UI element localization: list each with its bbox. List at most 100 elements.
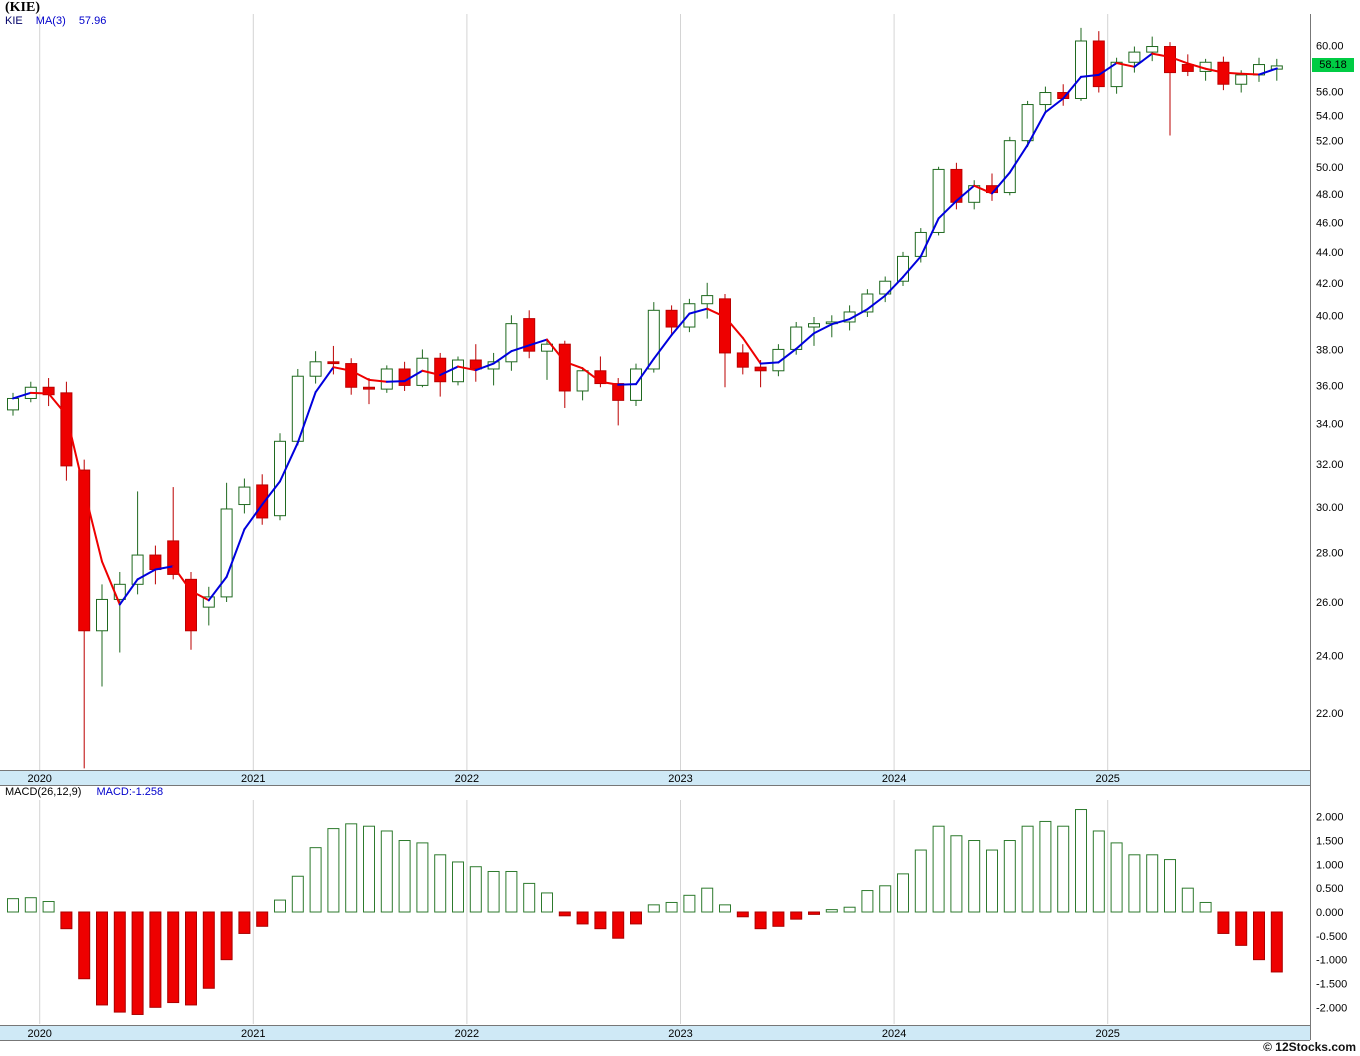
ma-line-segment [599,380,620,386]
ma-line-segment [136,568,157,581]
candle-body [612,383,625,401]
candle-body [879,280,892,295]
ma-line-segment [1240,72,1260,76]
macd-histogram-bar [968,840,981,913]
ma-line-segment [528,338,548,347]
macd-histogram-bar [309,847,322,913]
ma-line-segment [296,391,317,444]
ma-line-segment [510,344,531,353]
ma-line-segment [688,307,709,315]
ma-line-segment [12,391,32,400]
macd-axis-label: -0.500 [1316,931,1347,943]
macd-histogram-bar [1021,825,1034,913]
macd-histogram-bar [487,870,500,913]
macd-legend: MACD(26,12,9) MACD:-1.258 [5,786,163,798]
price-axis-label: 34.00 [1316,418,1344,430]
ma-line-segment [795,332,815,350]
ma-line-segment [225,528,246,578]
last-price-tag: 58.18 [1312,57,1354,72]
macd-histogram-bar [630,911,642,925]
ma-line-segment [457,365,477,372]
macd-histogram-bar [60,911,73,930]
price-axis-label: 36.00 [1316,380,1344,392]
ma-line-segment [172,565,192,592]
candle-body [256,484,269,519]
candle-body [60,392,73,467]
macd-axis-label: 0.500 [1316,883,1344,895]
macd-axis-label: 2.000 [1316,812,1344,824]
ma-line-segment [813,323,833,335]
ma-line-segment [652,333,673,360]
chart-title: (KIE) [5,0,40,15]
macd-histogram-bar [1039,820,1052,913]
ma-line-segment [884,276,904,297]
ma-line-segment [243,503,264,531]
ma-line-segment [759,361,780,365]
ma-line-segment [1258,67,1278,76]
macd-histogram-bar [363,825,375,913]
macd-histogram-bar [185,911,197,1006]
ma-line-segment [1008,143,1029,174]
ma-line-segment [919,217,940,258]
candle-body [78,469,91,632]
macd-histogram-bar [594,911,607,930]
ma-line-segment [279,441,299,483]
ma-line-segment [777,347,798,364]
macd-histogram-bar [1217,911,1230,934]
macd-histogram-bar [647,904,660,913]
year-label: 2021 [241,1028,265,1040]
candle-body [808,323,820,328]
ma-line-segment [492,350,513,365]
candle-body [505,323,518,363]
candle-body [1039,92,1052,106]
symbol-label: KIE [5,15,23,27]
macd-histogram-bar [220,911,233,961]
price-axis-label: 54.00 [1316,111,1344,123]
candle-body [1003,140,1016,194]
candle-body [558,343,571,392]
year-label: 2025 [1095,1028,1119,1040]
ma-line-segment [385,380,406,383]
year-label: 2020 [27,1028,51,1040]
year-label: 2021 [241,773,265,785]
macd-histogram-bar [558,911,571,917]
macd-histogram-bar [914,849,927,913]
macd-histogram-bar [434,854,447,913]
ma-line-segment [1151,52,1171,58]
candle-body [345,363,358,388]
macd-histogram-bar [274,899,286,913]
ma-line-segment [617,383,637,386]
candle-body [647,309,660,370]
ma-line-segment [1222,71,1243,75]
candle-body [202,596,215,608]
ma-line-segment [955,184,976,202]
candle-body [363,386,375,390]
ma-line-segment [848,308,869,321]
candle-body [861,293,874,313]
ma-line-segment [190,589,210,602]
ma-line-segment [118,578,139,606]
ma-line-segment [1062,75,1082,100]
ma-line-segment [635,357,655,386]
macd-histogram-bar [398,840,411,913]
ma-line-segment [261,480,281,506]
ma-line-segment [546,338,566,363]
price-axis-label: 30.00 [1316,502,1344,514]
candle-body [754,366,767,372]
ma-line-segment [830,318,851,326]
price-legend: KIE MA(3) 57.96 [5,15,116,27]
ma-line-segment [1133,52,1154,68]
candle-body [719,298,731,354]
price-axis-label: 22.00 [1316,708,1344,720]
macd-histogram-bar [202,911,215,989]
ma-line-segment [29,391,50,395]
macd-histogram-bar [701,887,714,913]
ma-line-segment [670,312,691,336]
macd-histogram-bar [1146,854,1159,913]
ma-line-segment [563,360,584,370]
ma-line-segment [1044,97,1065,114]
candle-body [1021,104,1034,142]
ma-line-segment [83,488,103,563]
